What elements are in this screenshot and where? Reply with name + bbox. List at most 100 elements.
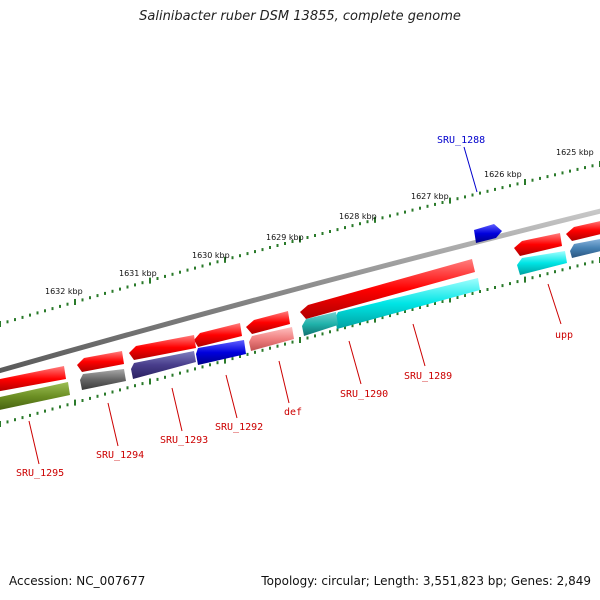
ruler-tick-73 — [546, 175, 549, 179]
inner-ruler-tick-46 — [344, 326, 346, 330]
ruler-tick-77 — [576, 167, 579, 171]
ruler-tick-32 — [239, 254, 241, 258]
ruler-tick-31 — [231, 256, 234, 260]
gene-arrow-sru-1292[interactable] — [196, 340, 246, 365]
ruler-tick-67 — [501, 186, 504, 190]
inner-ruler-tick-62 — [464, 294, 466, 297]
leader-sru-1294 — [107, 402, 119, 447]
inner-ruler-tick-63 — [471, 292, 474, 295]
ruler-tick-71 — [531, 178, 534, 182]
ruler-tick-33 — [246, 252, 249, 256]
cds-arrow-sru-1289[interactable] — [300, 259, 475, 319]
inner-ruler-tick-78 — [584, 262, 586, 266]
gene-arrow-upp-b[interactable] — [570, 238, 600, 258]
ruler-tick-62 — [464, 195, 466, 199]
ruler-tick-63 — [471, 193, 474, 197]
inner-ruler-tick-25 — [186, 369, 189, 373]
gene-arrow-sru-1290[interactable] — [302, 312, 338, 336]
gene-label-upp: upp — [555, 330, 573, 341]
ruler-tick-50 — [374, 216, 376, 223]
ruler-tick-68 — [509, 184, 511, 188]
gene-arrow-upp-a[interactable] — [517, 251, 567, 275]
ruler-label-1629: 1629 kbp — [266, 233, 304, 242]
ruler-tick-76 — [569, 169, 571, 173]
cds-arrow-sru-1292[interactable] — [194, 323, 242, 347]
inner-ruler-tick-71 — [531, 276, 534, 280]
inner-ruler-tick-2 — [14, 418, 16, 422]
ruler-tick-1 — [6, 320, 9, 324]
ruler-tick-44 — [329, 230, 331, 233]
ruler-tick-42 — [314, 234, 316, 237]
inner-ruler-tick-41 — [306, 336, 309, 340]
ruler-tick-78 — [584, 166, 586, 170]
inner-ruler-tick-23 — [171, 373, 174, 377]
ruler-tick-13 — [96, 294, 99, 298]
inner-ruler-tick-37 — [276, 344, 279, 348]
ruler-tick-47 — [351, 224, 354, 228]
inner-ruler-tick-70 — [524, 276, 526, 283]
inner-ruler-tick-52 — [389, 314, 391, 318]
inner-ruler-tick-34 — [254, 350, 256, 354]
ruler-tick-70 — [524, 179, 526, 185]
ruler-tick-6 — [44, 309, 46, 313]
inner-ruler-tick-40 — [299, 337, 301, 343]
inner-ruler-tick-29 — [216, 361, 219, 365]
leader-sru-1290 — [348, 340, 362, 385]
inner-ruler-tick-14 — [104, 392, 106, 396]
inner-ruler-tick-64 — [479, 290, 481, 293]
ruler-tick-15 — [111, 289, 114, 293]
ruler-label-1625: 1625 kbp — [556, 148, 594, 157]
inner-ruler-tick-12 — [89, 396, 91, 400]
cds-arrow-sru-1295[interactable] — [0, 366, 66, 392]
gene-arrow-sru-1294[interactable] — [80, 369, 126, 390]
inner-ruler-tick-18 — [134, 384, 136, 388]
ruler-tick-52 — [389, 214, 391, 218]
inner-ruler-tick-45 — [336, 328, 339, 332]
inner-ruler-tick-13 — [96, 394, 99, 398]
cds-arrow-sru-1294[interactable] — [77, 351, 124, 372]
inner-ruler-tick-57 — [426, 304, 429, 307]
inner-ruler-tick-28 — [209, 363, 211, 367]
inner-ruler-tick-51 — [381, 316, 384, 320]
ruler-tick-14 — [104, 291, 106, 295]
inner-ruler-tick-68 — [509, 282, 511, 286]
ruler-tick-7 — [51, 307, 54, 311]
inner-ruler-tick-79 — [591, 260, 594, 264]
ruler-ticks — [0, 161, 600, 327]
inner-ruler-tick-60 — [449, 296, 451, 303]
ruler-label-1628: 1628 kbp — [339, 212, 377, 221]
ruler-tick-54 — [404, 210, 406, 214]
ruler-tick-43 — [321, 232, 324, 235]
gene-arrow-sru-1288[interactable] — [474, 224, 502, 243]
gene-arrow-sru-1289[interactable] — [335, 278, 480, 329]
gene-label-sru-1290: SRU_1290 — [340, 389, 388, 400]
ruler-tick-56 — [419, 206, 421, 210]
ruler-label-1627: 1627 kbp — [411, 192, 449, 201]
ruler-tick-26 — [194, 266, 196, 270]
inner-ruler-tick-31 — [231, 357, 234, 361]
cds-arrow-upp-a[interactable] — [514, 233, 562, 256]
gene-label-sru-1293: SRU_1293 — [160, 435, 208, 446]
inner-ruler-tick-3 — [21, 416, 24, 420]
inner-ruler-tick-47 — [351, 324, 354, 328]
ruler-tick-75 — [561, 171, 564, 175]
ruler-tick-19 — [141, 281, 144, 285]
inner-ruler-tick-65 — [486, 288, 489, 291]
inner-ruler-tick-67 — [501, 284, 504, 288]
cds-arrow-sru-1293[interactable] — [129, 335, 196, 360]
inner-ruler-tick-0 — [0, 421, 1, 427]
gene-arrow-sru-1293[interactable] — [131, 351, 196, 379]
inner-ruler-tick-4 — [29, 413, 31, 417]
inner-ruler-tick-76 — [569, 266, 571, 270]
ruler-tick-46 — [344, 226, 346, 230]
inner-ruler-tick-24 — [179, 371, 181, 375]
cds-arrow-upp-b[interactable] — [566, 220, 600, 241]
ruler-tick-18 — [134, 283, 136, 287]
cds-arrow-def[interactable] — [246, 311, 290, 334]
ruler-tick-72 — [539, 176, 541, 180]
ruler-tick-51 — [381, 216, 384, 220]
gene-arrow-def[interactable] — [249, 327, 294, 351]
ruler-tick-64 — [479, 191, 481, 195]
gene-arrow-sru-1295[interactable] — [0, 382, 70, 411]
